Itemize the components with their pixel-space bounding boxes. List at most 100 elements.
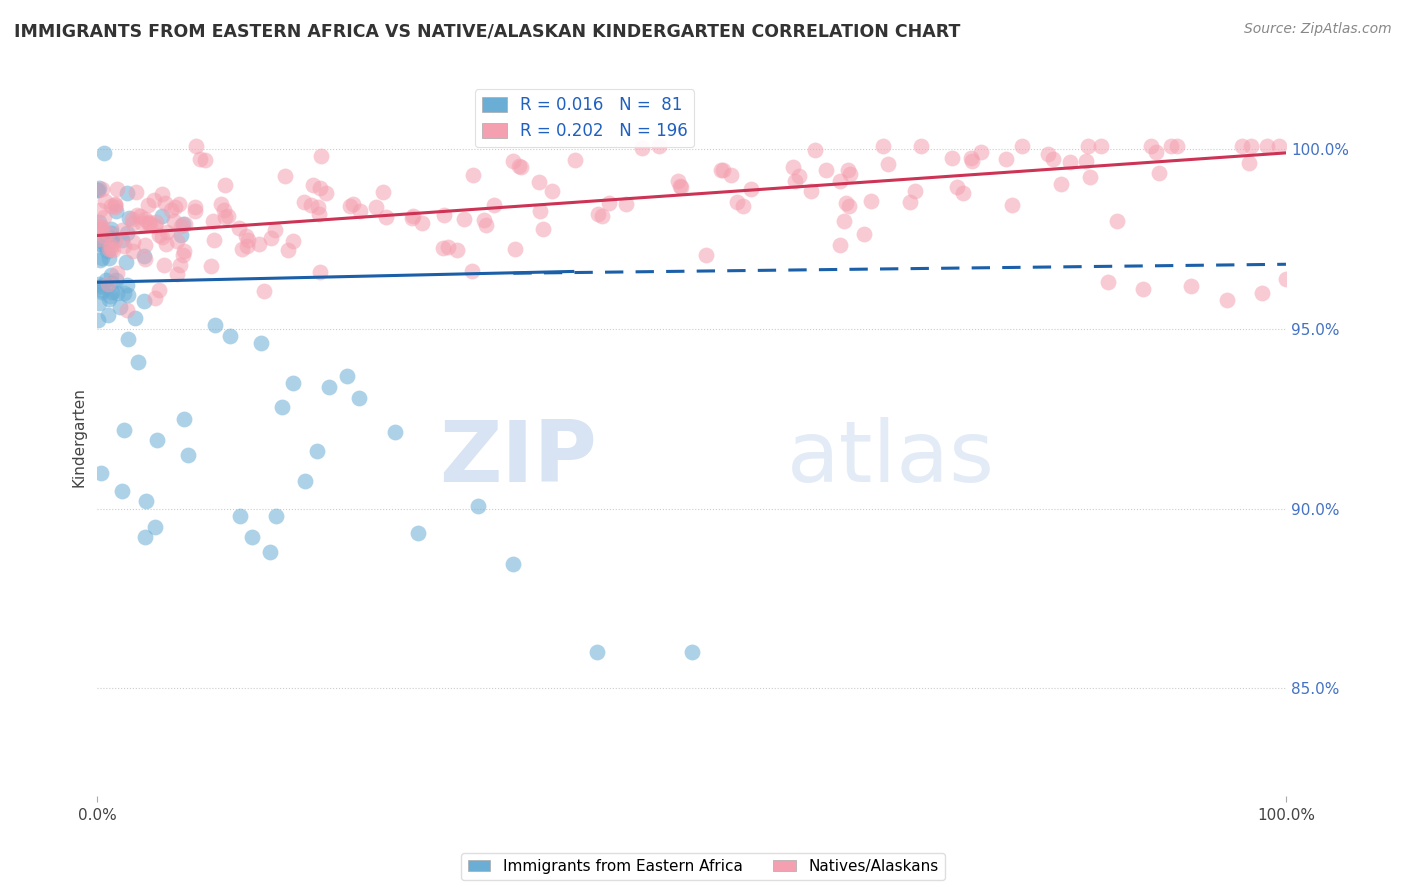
Point [134,212,156,227]
Point [1268,138,1291,153]
Point [98,293,121,307]
Point [150,229,173,244]
Point [148,283,170,297]
Point [159,202,181,217]
Point [273,169,295,184]
Point [1256,138,1278,153]
Point [115,186,138,200]
Point [259,544,281,558]
Point [170,219,193,234]
Point [720,168,742,182]
Point [115,226,138,240]
Point [146,434,169,448]
Point [995,152,1018,166]
Point [89,181,111,195]
Point [898,195,921,210]
Point [364,200,387,214]
Point [876,157,898,171]
Point [100,285,122,300]
Point [1140,138,1163,153]
Point [143,291,166,305]
Point [125,208,148,222]
Point [307,444,329,458]
Point [100,226,122,240]
Point [941,151,963,165]
Point [467,499,489,513]
Point [87,280,110,294]
Point [1144,145,1167,160]
Point [695,248,717,262]
Point [339,199,361,213]
Point [453,212,475,227]
Point [433,209,456,223]
Point [163,214,186,228]
Point [91,181,114,195]
Point [108,301,131,315]
Point [432,241,454,255]
Point [104,233,127,247]
Point [90,222,112,236]
Point [131,216,153,230]
Point [153,196,176,211]
Point [125,185,148,199]
Point [229,508,252,523]
Point [630,141,652,155]
Point [564,153,586,168]
Point [835,196,858,211]
Point [502,153,524,168]
Text: atlas: atlas [787,417,994,500]
Text: ZIP: ZIP [439,417,596,500]
Point [309,265,332,279]
Text: IMMIGRANTS FROM EASTERN AFRICA VS NATIVE/ALASKAN KINDERGARTEN CORRELATION CHART: IMMIGRANTS FROM EASTERN AFRICA VS NATIVE… [14,22,960,40]
Point [112,423,135,437]
Point [136,198,159,212]
Point [960,153,983,168]
Point [139,218,162,232]
Point [153,258,176,272]
Point [217,209,239,223]
Point [374,210,396,224]
Point [475,218,498,232]
Point [302,178,325,193]
Point [586,207,609,221]
Point [143,194,166,208]
Point [461,264,484,278]
Point [838,199,860,213]
Point [155,236,177,251]
Point [97,251,120,265]
Point [228,220,250,235]
Point [87,183,110,197]
Point [402,209,425,223]
Point [347,391,370,405]
Point [134,252,156,266]
Point [117,303,139,318]
Point [960,151,983,165]
Point [101,231,124,245]
Y-axis label: Kindergarten: Kindergarten [72,387,86,487]
Point [783,173,806,187]
Point [235,229,257,244]
Point [194,153,217,168]
Legend: R = 0.016   N =  81, R = 0.202   N = 196: R = 0.016 N = 81, R = 0.202 N = 196 [475,89,695,147]
Point [87,277,110,292]
Point [186,138,208,153]
Point [231,242,253,256]
Point [87,221,110,235]
Point [105,286,128,301]
Point [970,145,993,159]
Point [591,209,613,223]
Point [100,234,122,248]
Point [93,145,115,160]
Point [91,252,114,266]
Point [666,174,689,188]
Point [145,519,167,533]
Point [200,260,222,274]
Point [93,228,115,243]
Point [540,184,562,198]
Point [104,273,127,287]
Point [371,185,394,199]
Point [134,237,156,252]
Point [105,266,128,280]
Point [121,216,143,230]
Point [111,483,134,498]
